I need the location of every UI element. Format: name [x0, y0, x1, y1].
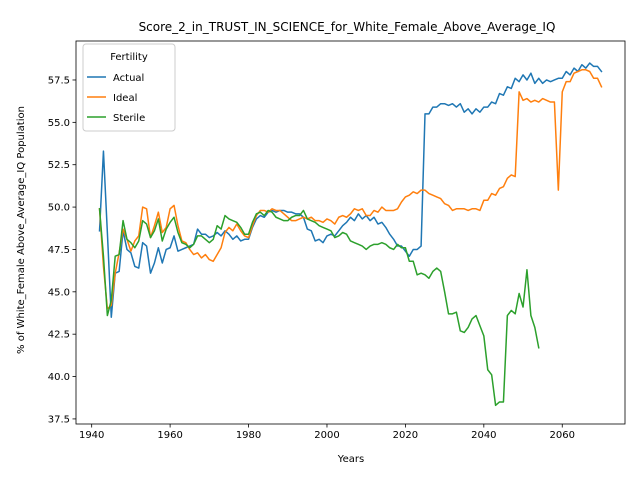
legend-items: Actual Ideal Sterile [87, 73, 145, 124]
legend-title: Fertility [110, 52, 148, 63]
legend-box [82, 43, 176, 132]
y-tick-label: 57.5 [48, 75, 70, 86]
plot-frame [75, 40, 626, 425]
y-axis-label: % of White_Female Above_Average_IQ Popul… [16, 106, 27, 354]
y-tick-label: 42.5 [48, 330, 70, 341]
x-tick-label: 2040 [471, 430, 496, 441]
plot-lines [98, 62, 603, 407]
x-tick-label: 2020 [393, 430, 418, 441]
y-tick-label: 47.5 [48, 245, 70, 256]
x-axis-label: Years [337, 454, 364, 465]
y-tick-label: 50.0 [48, 203, 70, 214]
x-tick-label: 2000 [314, 430, 339, 441]
series-line-actual [98, 62, 603, 318]
y-tick-label: 40.0 [48, 372, 70, 383]
x-tick-label: 1980 [236, 430, 261, 441]
series-line-sterile [98, 207, 540, 407]
legend-label-sterile: Sterile [113, 113, 145, 124]
chart-title: Score_2_in_TRUST_IN_SCIENCE_for_White_Fe… [139, 20, 556, 34]
x-tick-label: 2060 [550, 430, 575, 441]
y-tick-label: 55.0 [48, 118, 70, 129]
x-tick-label: 1940 [79, 430, 104, 441]
y-tick-label: 45.0 [48, 287, 70, 298]
legend-label-ideal: Ideal [113, 93, 137, 104]
x-axis: 1940 1960 1980 2000 2020 2040 2060 [79, 424, 575, 441]
legend: Fertility Actual Ideal Sterile [82, 43, 176, 132]
x-tick-label: 1960 [157, 430, 182, 441]
y-tick-label: 37.5 [48, 414, 70, 425]
y-axis: 37.5 40.0 42.5 45.0 47.5 50.0 52.5 55.0 57.5 [48, 75, 76, 425]
legend-label-actual: Actual [113, 73, 144, 84]
series-line-ideal [98, 69, 603, 310]
y-tick-label: 52.5 [48, 160, 70, 171]
